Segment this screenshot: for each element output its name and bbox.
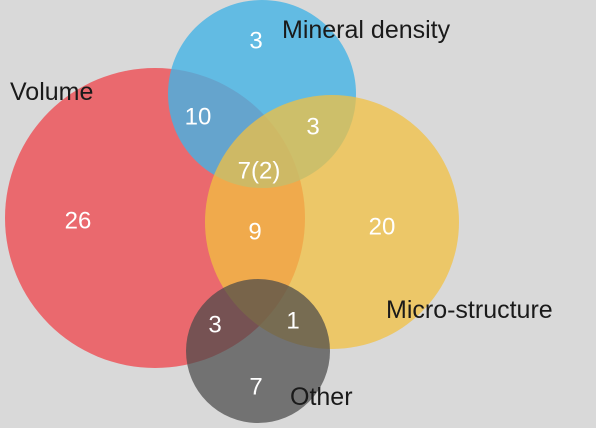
- microstructure-label: Micro-structure: [386, 296, 553, 324]
- mineral-micro-count: 3: [306, 113, 319, 140]
- mineral-density-label: Mineral density: [282, 16, 451, 44]
- volume-micro-count: 9: [248, 218, 261, 245]
- volume-mineral-micro-count: 7(2): [238, 157, 281, 184]
- volume-label: Volume: [10, 78, 93, 106]
- other-only-count: 7: [249, 373, 262, 400]
- other-circle: [186, 279, 330, 423]
- mineral-only-count: 3: [249, 27, 262, 54]
- other-label: Other: [290, 383, 353, 411]
- micro-other-count: 1: [286, 307, 299, 334]
- volume-other-count: 3: [208, 311, 221, 338]
- volume-mineral-count: 10: [185, 103, 212, 130]
- microstructure-only-count: 20: [369, 213, 396, 240]
- volume-only-count: 26: [65, 207, 92, 234]
